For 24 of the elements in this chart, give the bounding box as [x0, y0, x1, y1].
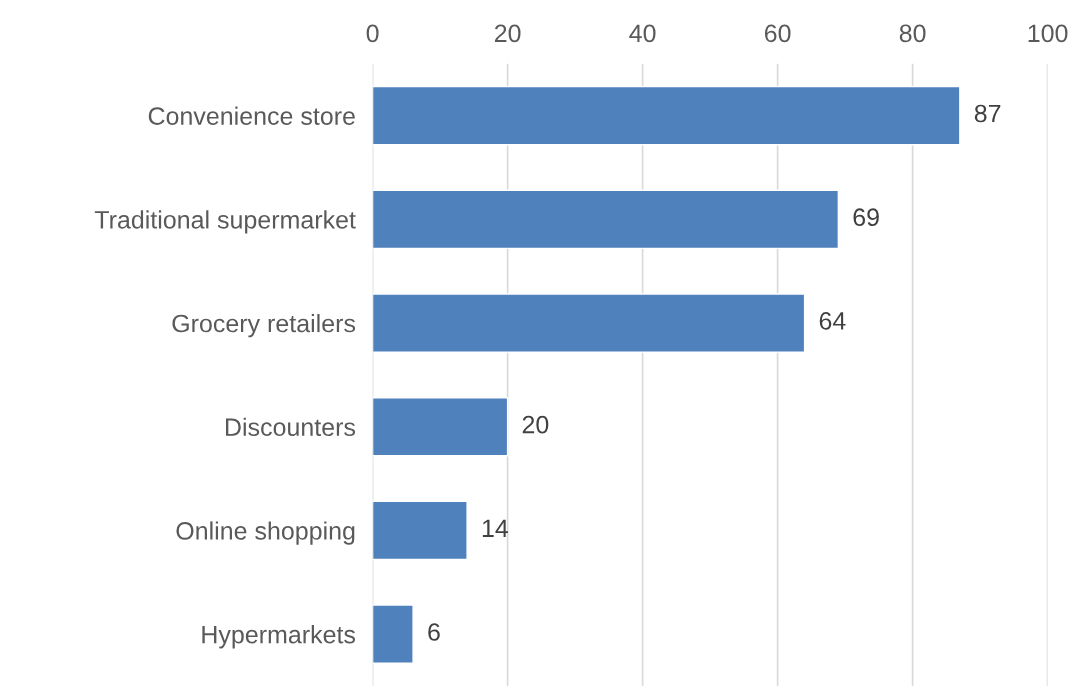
y-tick-label: Discounters: [226, 417, 356, 437]
y-tick-label: Hypermarkets: [202, 625, 356, 649]
y-tick-label: Traditional supermarket: [94, 210, 356, 234]
bar: [372, 604, 414, 664]
y-tick-label: Grocery retailers: [172, 313, 356, 338]
data-label: 64: [819, 312, 846, 330]
bar: [372, 500, 468, 561]
data-label: 69: [853, 208, 879, 227]
x-tick-label: 60: [764, 24, 791, 43]
bar: [372, 189, 840, 250]
x-tick-label: 0: [366, 24, 379, 43]
data-label: 6: [428, 623, 440, 641]
x-tick-label: 100: [1028, 24, 1068, 43]
bar: [372, 85, 961, 146]
data-label: 87: [974, 104, 1001, 123]
x-tick-label: 20: [494, 24, 521, 43]
data-label: 14: [482, 519, 509, 537]
bar: [372, 397, 509, 457]
y-tick-label: Online shopping: [176, 521, 355, 545]
data-label: 20: [522, 415, 549, 434]
x-tick-label: 40: [629, 24, 656, 43]
y-tick-label: Convenience store: [148, 106, 355, 125]
bar: [372, 293, 806, 353]
x-tick-label: 80: [899, 24, 926, 43]
